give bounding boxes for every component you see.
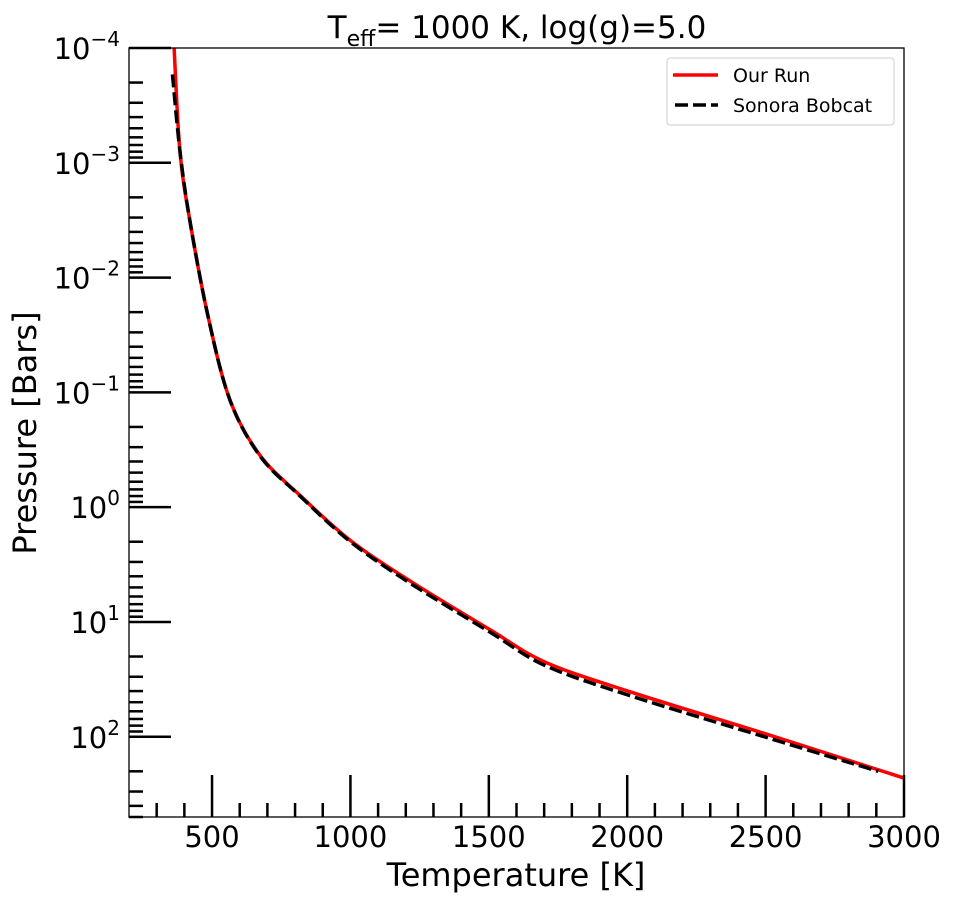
chart-title: Teff= 1000 K, log(g)=5.0 xyxy=(327,10,707,52)
legend-frame xyxy=(666,57,895,126)
y-tick-label: 10−2 xyxy=(54,257,120,296)
y-tick-label: 10−1 xyxy=(54,371,120,410)
y-tick-label: 10−4 xyxy=(54,27,120,66)
legend: Our Run Sonora Bobcat xyxy=(666,57,895,126)
y-tick-label: 10−3 xyxy=(54,142,120,181)
x-axis-ticks: 500 1000 1500 2000 2500 3000 xyxy=(155,775,941,854)
x-tick-label: 500 xyxy=(184,820,239,854)
y-tick-label: 100 xyxy=(70,486,120,525)
y-tick-label: 101 xyxy=(70,601,120,640)
y-axis-ticks: 10−4 10−3 10−2 10−1 100 101 102 xyxy=(54,27,171,819)
x-tick-label: 2500 xyxy=(729,820,803,854)
plot-area: 500 1000 1500 2000 2500 3000 10−4 10−3 10−2 10−1… xyxy=(54,27,941,854)
legend-label-sonora-bobcat: Sonora Bobcat xyxy=(733,95,872,117)
x-axis-label: Temperature [K] xyxy=(386,856,646,894)
series-line-sonora-bobcat xyxy=(170,74,879,773)
y-tick-label: 102 xyxy=(70,716,120,755)
x-tick-label: 2000 xyxy=(590,820,664,854)
legend-label-our-run: Our Run xyxy=(733,65,810,87)
x-tick-label: 1500 xyxy=(452,820,526,854)
x-tick-label: 1000 xyxy=(314,820,388,854)
y-axis-label: Pressure [Bars] xyxy=(6,311,44,554)
x-tick-label: 3000 xyxy=(867,820,941,854)
series-line-our-run xyxy=(172,47,905,780)
